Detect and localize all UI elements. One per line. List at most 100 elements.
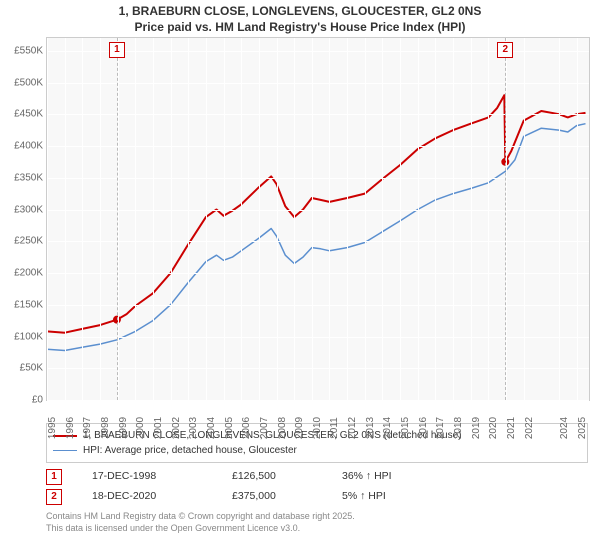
gridline-h	[47, 178, 589, 179]
gridline-v	[188, 38, 189, 400]
gridline-v	[241, 38, 242, 400]
x-axis-label: 1997	[82, 417, 93, 439]
x-axis-label: 2012	[347, 417, 358, 439]
y-axis-label: £300K	[14, 204, 43, 215]
gridline-v	[382, 38, 383, 400]
x-axis-label: 2021	[506, 417, 517, 439]
gridline-v	[418, 38, 419, 400]
chart-container: 1, BRAEBURN CLOSE, LONGLEVENS, GLOUCESTE…	[0, 0, 600, 560]
gridline-v	[65, 38, 66, 400]
y-axis-label: £0	[32, 395, 43, 406]
y-axis-label: £200K	[14, 268, 43, 279]
sales-row-date: 17-DEC-1998	[92, 467, 202, 487]
y-axis-label: £550K	[14, 45, 43, 56]
x-axis-label: 2020	[488, 417, 499, 439]
x-axis-label: 2017	[435, 417, 446, 439]
x-axis-label: 2006	[241, 417, 252, 439]
gridline-v	[277, 38, 278, 400]
sale-marker-line	[505, 38, 506, 400]
y-axis-label: £500K	[14, 77, 43, 88]
x-axis-label: 1996	[65, 417, 76, 439]
x-axis-label: 2015	[400, 417, 411, 439]
x-axis-label: 2014	[382, 417, 393, 439]
gridline-h	[47, 83, 589, 84]
sales-row-price: £126,500	[232, 467, 312, 487]
title-line-2: Price paid vs. HM Land Registry's House …	[0, 20, 600, 36]
y-axis-label: £250K	[14, 236, 43, 247]
gridline-h	[47, 337, 589, 338]
x-axis-label: 2005	[224, 417, 235, 439]
gridline-v	[82, 38, 83, 400]
footer-attribution: Contains HM Land Registry data © Crown c…	[46, 511, 588, 534]
title-line-1: 1, BRAEBURN CLOSE, LONGLEVENS, GLOUCESTE…	[0, 4, 600, 20]
x-axis-label: 2007	[259, 417, 270, 439]
x-axis-label: 2008	[277, 417, 288, 439]
sales-row-price: £375,000	[232, 487, 312, 507]
sales-row-index: 1	[46, 469, 62, 485]
plot-area: £0£50K£100K£150K£200K£250K£300K£350K£400…	[46, 37, 590, 401]
legend-swatch	[53, 450, 77, 451]
legend-row: HPI: Average price, detached house, Glou…	[53, 443, 581, 458]
gridline-v	[224, 38, 225, 400]
gridline-v	[153, 38, 154, 400]
gridline-h	[47, 114, 589, 115]
gridline-h	[47, 368, 589, 369]
title-area: 1, BRAEBURN CLOSE, LONGLEVENS, GLOUCESTE…	[0, 0, 600, 37]
x-axis-label: 2022	[524, 417, 535, 439]
gridline-v	[400, 38, 401, 400]
x-axis-label: 2004	[206, 417, 217, 439]
sales-table-row: 1 17-DEC-1998 £126,500 36% ↑ HPI	[46, 467, 588, 487]
gridline-h	[47, 210, 589, 211]
sale-marker-badge: 1	[109, 42, 125, 58]
y-axis-label: £450K	[14, 109, 43, 120]
gridline-v	[100, 38, 101, 400]
x-axis-label: 2019	[471, 417, 482, 439]
y-axis-label: £50K	[20, 363, 43, 374]
y-axis-label: £400K	[14, 141, 43, 152]
sale-marker-line	[117, 38, 118, 400]
gridline-v	[435, 38, 436, 400]
y-axis-label: £150K	[14, 299, 43, 310]
gridline-v	[294, 38, 295, 400]
x-axis-label: 1995	[47, 417, 58, 439]
gridline-h	[47, 400, 589, 401]
y-axis-label: £350K	[14, 172, 43, 183]
sales-table: 1 17-DEC-1998 £126,500 36% ↑ HPI 2 18-DEC-202…	[46, 467, 588, 507]
sales-row-hpi: 36% ↑ HPI	[342, 467, 432, 487]
y-axis-label: £100K	[14, 331, 43, 342]
legend-label: HPI: Average price, detached house, Glou…	[83, 443, 297, 458]
gridline-v	[135, 38, 136, 400]
chart-svg	[47, 38, 589, 400]
sales-row-date: 18-DEC-2020	[92, 487, 202, 507]
footer-line-2: This data is licensed under the Open Gov…	[46, 523, 588, 535]
gridline-h	[47, 146, 589, 147]
x-axis-label: 2016	[418, 417, 429, 439]
x-axis-label: 2013	[365, 417, 376, 439]
gridline-v	[206, 38, 207, 400]
gridline-v	[488, 38, 489, 400]
gridline-v	[471, 38, 472, 400]
x-axis-label: 2000	[135, 417, 146, 439]
gridline-v	[171, 38, 172, 400]
x-axis-label: 2018	[453, 417, 464, 439]
x-axis-label: 1999	[118, 417, 129, 439]
gridline-v	[347, 38, 348, 400]
x-axis-label: 2003	[188, 417, 199, 439]
gridline-v	[577, 38, 578, 400]
x-axis-label: 2001	[153, 417, 164, 439]
gridline-v	[559, 38, 560, 400]
x-axis-label: 2009	[294, 417, 305, 439]
sales-row-hpi: 5% ↑ HPI	[342, 487, 432, 507]
sales-table-row: 2 18-DEC-2020 £375,000 5% ↑ HPI	[46, 487, 588, 507]
gridline-v	[47, 38, 48, 400]
gridline-v	[329, 38, 330, 400]
gridline-h	[47, 305, 589, 306]
footer-line-1: Contains HM Land Registry data © Crown c…	[46, 511, 588, 523]
gridline-h	[47, 273, 589, 274]
x-axis-label: 2011	[329, 417, 340, 439]
x-axis-label: 2024	[559, 417, 570, 439]
gridline-v	[259, 38, 260, 400]
gridline-v	[312, 38, 313, 400]
sales-row-index: 2	[46, 489, 62, 505]
gridline-v	[453, 38, 454, 400]
